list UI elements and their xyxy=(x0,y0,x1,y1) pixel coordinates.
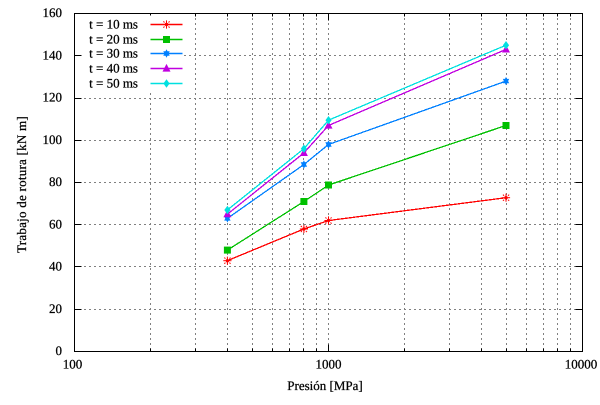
svg-text:10000: 10000 xyxy=(565,357,598,372)
svg-text:t = 30 ms: t = 30 ms xyxy=(89,46,138,61)
svg-text:100: 100 xyxy=(43,132,63,147)
svg-text:20: 20 xyxy=(49,301,62,316)
svg-text:40: 40 xyxy=(49,259,62,274)
svg-text:120: 120 xyxy=(43,90,63,105)
svg-text:t = 40 ms: t = 40 ms xyxy=(89,61,138,76)
svg-text:t = 10 ms: t = 10 ms xyxy=(89,17,138,32)
svg-text:160: 160 xyxy=(43,5,63,20)
svg-text:t = 20 ms: t = 20 ms xyxy=(89,32,138,47)
svg-text:1000: 1000 xyxy=(316,357,342,372)
svg-text:100: 100 xyxy=(63,357,83,372)
svg-text:60: 60 xyxy=(49,216,62,231)
svg-text:Trabajo de rotura [kN m]: Trabajo de rotura [kN m] xyxy=(14,116,29,253)
svg-text:t = 50 ms: t = 50 ms xyxy=(89,76,138,91)
svg-text:0: 0 xyxy=(56,343,63,358)
svg-text:140: 140 xyxy=(43,47,63,62)
svg-text:80: 80 xyxy=(49,174,62,189)
svg-text:Presión [MPa]: Presión [MPa] xyxy=(287,378,362,393)
